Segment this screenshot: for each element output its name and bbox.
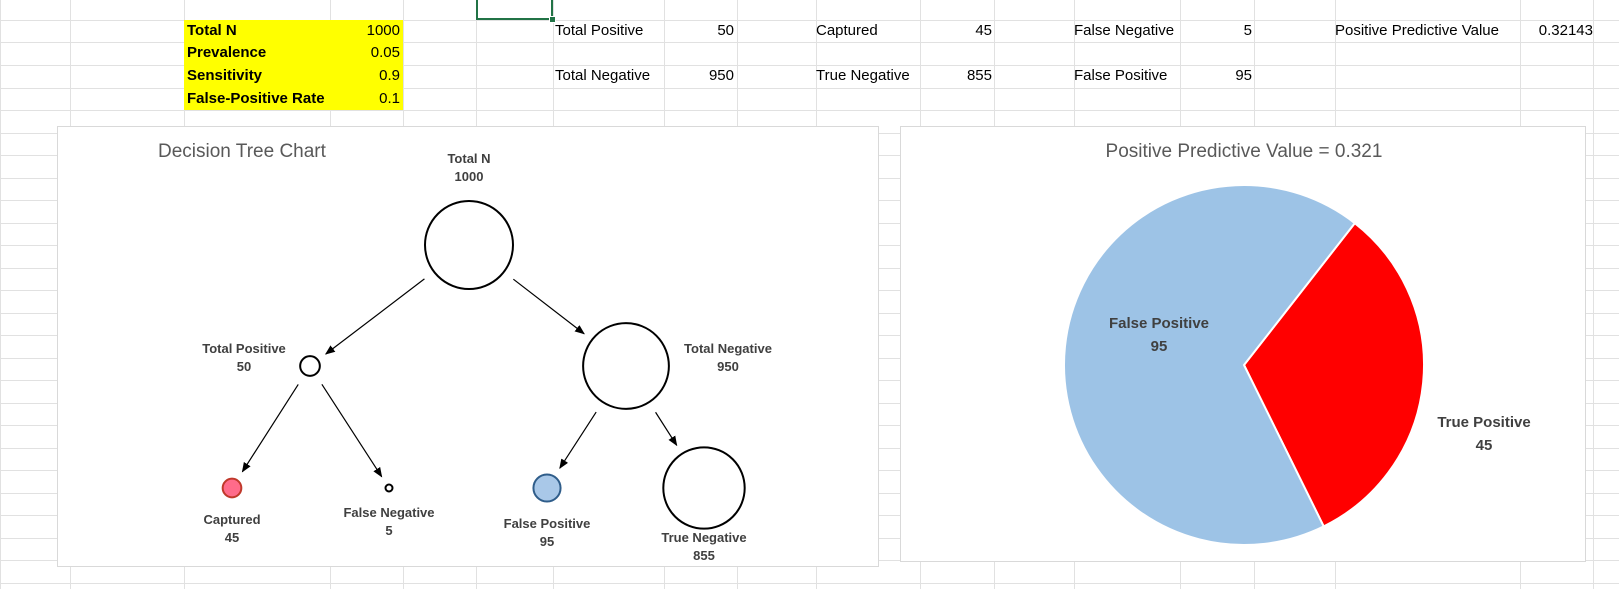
tree-label-pos: Total Positive — [202, 341, 286, 356]
ppv-label[interactable]: Positive Predictive Value — [1335, 22, 1499, 39]
tree-label-neg: Total Negative — [684, 341, 772, 356]
input-label-total-n[interactable]: Total N — [187, 22, 237, 39]
total-negative-label[interactable]: Total Negative — [555, 67, 651, 84]
pie-label-false-positive: False Positive — [1109, 315, 1209, 332]
tree-value-total: 1000 — [455, 169, 484, 184]
selected-cell[interactable] — [476, 0, 553, 20]
pie-value-true-positive: 45 — [1476, 437, 1493, 454]
tree-value-fp: 95 — [540, 534, 554, 549]
tree-arrow-neg-tn — [655, 411, 678, 447]
input-label-prevalence[interactable]: Prevalence — [187, 44, 267, 61]
tree-node-pos[interactable] — [299, 355, 321, 377]
tree-value-tn: 855 — [693, 548, 715, 563]
tree-value-pos: 50 — [237, 359, 251, 374]
pie-value-false-positive: 95 — [1151, 338, 1168, 355]
input-value-total-n[interactable]: 1000 — [366, 22, 400, 39]
pie-slice-false-positive[interactable] — [1063, 184, 1357, 546]
tree-node-fp[interactable] — [532, 473, 562, 503]
tree-node-total[interactable] — [424, 200, 514, 290]
input-highlight — [184, 20, 403, 110]
false-positive-value[interactable]: 95 — [1235, 67, 1252, 84]
tree-label-cap: Captured — [203, 512, 260, 527]
pie-svg: True Positive 45 False Positive 95 — [1063, 184, 1531, 546]
decision-tree-title: Decision Tree Chart — [158, 141, 326, 162]
total-positive-value[interactable]: 50 — [717, 22, 734, 39]
ppv-value[interactable]: 0.32143 — [1538, 22, 1593, 39]
true-negative-label[interactable]: True Negative — [816, 67, 910, 84]
tree-label-total: Total N — [447, 151, 490, 166]
pie-slice-true-positive[interactable] — [1242, 221, 1425, 528]
input-value-sensitivity[interactable]: 0.9 — [379, 67, 400, 84]
input-label-sensitivity[interactable]: Sensitivity — [187, 67, 263, 84]
tree-arrow-neg-fp — [559, 411, 597, 470]
false-negative-value[interactable]: 5 — [1243, 22, 1252, 39]
tree-arrow-pos-fn — [321, 384, 383, 478]
decision-tree-svg: Total N 1000 Total Positive 50 Total Negativ… — [202, 151, 772, 563]
input-value-prevalence[interactable]: 0.05 — [370, 44, 400, 61]
pie-title: Positive Predictive Value = 0.321 — [1105, 141, 1383, 162]
tree-node-fn[interactable] — [384, 483, 394, 493]
tree-value-cap: 45 — [225, 530, 239, 545]
ppv-pie-chart[interactable]: Positive Predictive Value = 0.321 True P… — [900, 126, 1586, 562]
tree-node-neg[interactable] — [582, 322, 670, 410]
tree-label-fn: False Negative — [343, 505, 434, 520]
tree-node-tn[interactable] — [662, 446, 746, 530]
fill-handle[interactable] — [549, 16, 556, 23]
total-negative-value[interactable]: 950 — [708, 67, 734, 84]
tree-arrow-total-pos — [324, 278, 425, 355]
false-negative-label[interactable]: False Negative — [1074, 22, 1175, 39]
captured-value[interactable]: 45 — [975, 22, 992, 39]
captured-label[interactable]: Captured — [816, 22, 878, 39]
total-positive-label[interactable]: Total Positive — [555, 22, 644, 39]
tree-arrow-total-neg — [512, 278, 585, 335]
tree-value-fn: 5 — [385, 523, 392, 538]
pie-label-true-positive: True Positive — [1437, 414, 1530, 431]
tree-node-cap[interactable] — [221, 477, 243, 499]
tree-arrow-pos-cap — [241, 384, 299, 473]
input-value-fpr[interactable]: 0.1 — [379, 90, 400, 107]
decision-tree-chart[interactable]: Decision Tree Chart Total N 1000 Total Pos… — [57, 126, 879, 567]
tree-label-fp: False Positive — [504, 516, 591, 531]
input-label-fpr[interactable]: False-Positive Rate — [187, 90, 325, 107]
true-negative-value[interactable]: 855 — [966, 67, 992, 84]
false-positive-label[interactable]: False Positive — [1074, 67, 1168, 84]
tree-label-tn: True Negative — [661, 530, 746, 545]
tree-value-neg: 950 — [717, 359, 739, 374]
